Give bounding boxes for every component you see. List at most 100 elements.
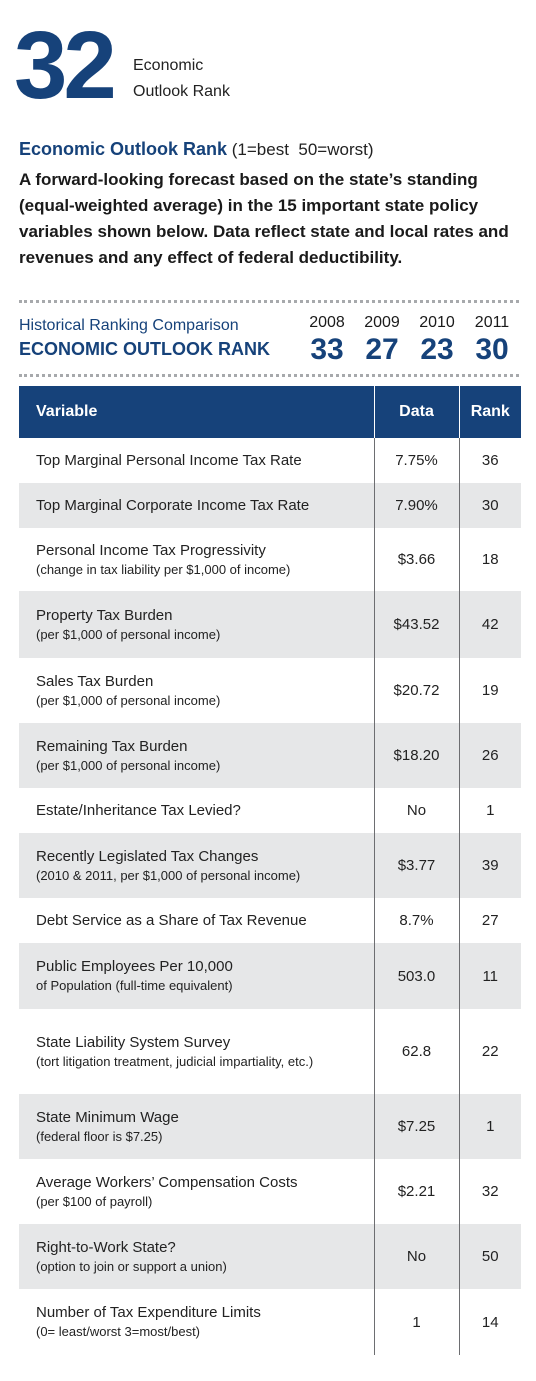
history-year: 2011 bbox=[474, 314, 510, 331]
variable-name: State Minimum Wage bbox=[36, 1108, 179, 1126]
history-year: 2008 bbox=[309, 314, 345, 331]
table-row: Sales Tax Burden (per $1,000 of personal … bbox=[19, 658, 521, 723]
section-title: Economic Outlook Rank bbox=[19, 139, 228, 159]
data-cell: No bbox=[373, 1224, 459, 1289]
rank-cell: 26 bbox=[458, 723, 521, 788]
table-row: Public Employees Per 10,000 of Population… bbox=[19, 943, 521, 1009]
variable-name: Property Tax Burden bbox=[36, 606, 173, 624]
table-row: Remaining Tax Burden (per $1,000 of perso… bbox=[19, 723, 521, 788]
data-cell: 62.8 bbox=[373, 1009, 459, 1094]
data-cell: $18.20 bbox=[373, 723, 459, 788]
data-cell: 7.75% bbox=[373, 438, 459, 483]
variable-cell: Recently Legislated Tax Changes (2010 & 2… bbox=[19, 833, 374, 898]
rank-cell: 14 bbox=[458, 1289, 521, 1355]
data-cell: $7.25 bbox=[373, 1094, 459, 1159]
variable-cell: Sales Tax Burden (per $1,000 of personal … bbox=[19, 658, 374, 723]
variable-cell: Public Employees Per 10,000 of Population… bbox=[19, 943, 374, 1009]
variable-cell: State Minimum Wage (federal floor is $7.2… bbox=[19, 1094, 374, 1159]
table-row: State Minimum Wage (federal floor is $7.2… bbox=[19, 1094, 521, 1159]
rank-cell: 22 bbox=[458, 1009, 521, 1094]
variable-name: Remaining Tax Burden bbox=[36, 737, 188, 755]
header-data: Data bbox=[373, 386, 459, 438]
table-row: Recently Legislated Tax Changes (2010 & 2… bbox=[19, 833, 521, 898]
rank-cell: 39 bbox=[458, 833, 521, 898]
table-row: Top Marginal Personal Income Tax Rate 7.7… bbox=[19, 438, 521, 483]
rank-cell: 27 bbox=[458, 898, 521, 943]
variable-cell: Estate/Inheritance Tax Levied? bbox=[19, 788, 374, 833]
rank-cell: 36 bbox=[458, 438, 521, 483]
table-row: Average Workers’ Compensation Costs (per … bbox=[19, 1159, 521, 1224]
table-row: State Liability System Survey (tort litig… bbox=[19, 1009, 521, 1094]
table-row: Top Marginal Corporate Income Tax Rate 7.… bbox=[19, 483, 521, 528]
dotted-divider bbox=[19, 374, 519, 377]
variable-cell: Top Marginal Corporate Income Tax Rate bbox=[19, 483, 374, 528]
variable-note: (per $100 of payroll) bbox=[36, 1193, 153, 1209]
variable-note: (per $1,000 of personal income) bbox=[36, 692, 221, 708]
data-cell: No bbox=[373, 788, 459, 833]
table-row: Property Tax Burden (per $1,000 of person… bbox=[19, 591, 521, 658]
rank-cell: 50 bbox=[458, 1224, 521, 1289]
variable-cell: Property Tax Burden (per $1,000 of person… bbox=[19, 591, 374, 658]
data-cell: 8.7% bbox=[373, 898, 459, 943]
rank-label: Economic Outlook Rank bbox=[133, 53, 230, 105]
variable-note: (2010 & 2011, per $1,000 of personal inc… bbox=[36, 867, 301, 883]
variable-note: (per $1,000 of personal income) bbox=[36, 757, 221, 773]
history-year: 2010 bbox=[419, 314, 455, 331]
table-row: Right-to-Work State? (option to join or s… bbox=[19, 1224, 521, 1289]
variable-name: Estate/Inheritance Tax Levied? bbox=[36, 801, 241, 819]
variable-name: Top Marginal Personal Income Tax Rate bbox=[36, 451, 302, 469]
rank-number: 32 bbox=[14, 12, 117, 119]
section-heading: Economic Outlook Rank (1=best 50=worst) bbox=[19, 138, 524, 161]
rank-scale: (1=best 50=worst) bbox=[231, 140, 374, 159]
variable-cell: State Liability System Survey (tort litig… bbox=[19, 1009, 374, 1094]
rank-cell: 42 bbox=[458, 591, 521, 658]
variable-cell: Personal Income Tax Progressivity (change… bbox=[19, 528, 374, 591]
variable-name: Right-to-Work State? bbox=[36, 1238, 176, 1256]
history-rank: 33 bbox=[310, 333, 344, 366]
rank-cell: 18 bbox=[458, 528, 521, 591]
variable-note: (option to join or support a union) bbox=[36, 1258, 227, 1274]
data-cell: 1 bbox=[373, 1289, 459, 1355]
rank-cell: 1 bbox=[458, 788, 521, 833]
header-rank: Rank bbox=[458, 386, 521, 438]
data-cell: $3.77 bbox=[373, 833, 459, 898]
history-year: 2009 bbox=[364, 314, 400, 331]
variable-note: (tort litigation treatment, judicial imp… bbox=[36, 1053, 314, 1069]
variable-note: (change in tax liability per $1,000 of i… bbox=[36, 561, 291, 577]
variables-table: Variable Data Rank Top Marginal Personal… bbox=[19, 386, 521, 1355]
data-cell: $2.21 bbox=[373, 1159, 459, 1224]
history-rank: 30 bbox=[475, 333, 509, 366]
variable-cell: Top Marginal Personal Income Tax Rate bbox=[19, 438, 374, 483]
variable-cell: Number of Tax Expenditure Limits (0= leas… bbox=[19, 1289, 374, 1355]
history-rank: 27 bbox=[365, 333, 399, 366]
history-subtitle: ECONOMIC OUTLOOK RANK bbox=[19, 339, 270, 359]
data-cell: 7.90% bbox=[373, 483, 459, 528]
variable-name: Number of Tax Expenditure Limits bbox=[36, 1304, 261, 1321]
section-description: A forward-looking forecast based on the … bbox=[19, 170, 509, 267]
data-cell: 503.0 bbox=[373, 943, 459, 1009]
dotted-divider bbox=[19, 300, 519, 303]
table-header-row: Variable Data Rank bbox=[19, 386, 521, 438]
data-cell: $20.72 bbox=[373, 658, 459, 723]
variable-cell: Average Workers’ Compensation Costs (per … bbox=[19, 1159, 374, 1224]
rank-cell: 30 bbox=[458, 483, 521, 528]
rank-cell: 19 bbox=[458, 658, 521, 723]
variable-name: Recently Legislated Tax Changes bbox=[36, 847, 259, 865]
data-cell: $43.52 bbox=[373, 591, 459, 658]
variable-name: Average Workers’ Compensation Costs bbox=[36, 1173, 298, 1191]
table-body: Top Marginal Personal Income Tax Rate 7.7… bbox=[19, 438, 521, 1355]
history-rank: 23 bbox=[420, 333, 454, 366]
table-row: Debt Service as a Share of Tax Revenue 8.… bbox=[19, 898, 521, 943]
history-title: Historical Ranking Comparison bbox=[19, 317, 239, 334]
rank-cell: 32 bbox=[458, 1159, 521, 1224]
variable-note: (per $1,000 of personal income) bbox=[36, 626, 221, 642]
variable-cell: Right-to-Work State? (option to join or s… bbox=[19, 1224, 374, 1289]
variable-name: State Liability System Survey bbox=[36, 1033, 231, 1051]
rank-label-line2: Outlook Rank bbox=[133, 83, 230, 100]
variable-name: Sales Tax Burden bbox=[36, 672, 154, 690]
variable-name: Personal Income Tax Progressivity bbox=[36, 541, 266, 559]
table-row: Number of Tax Expenditure Limits (0= leas… bbox=[19, 1289, 521, 1355]
rank-cell: 11 bbox=[458, 943, 521, 1009]
variable-note: of Population (full-time equivalent) bbox=[36, 978, 233, 993]
variable-cell: Remaining Tax Burden (per $1,000 of perso… bbox=[19, 723, 374, 788]
